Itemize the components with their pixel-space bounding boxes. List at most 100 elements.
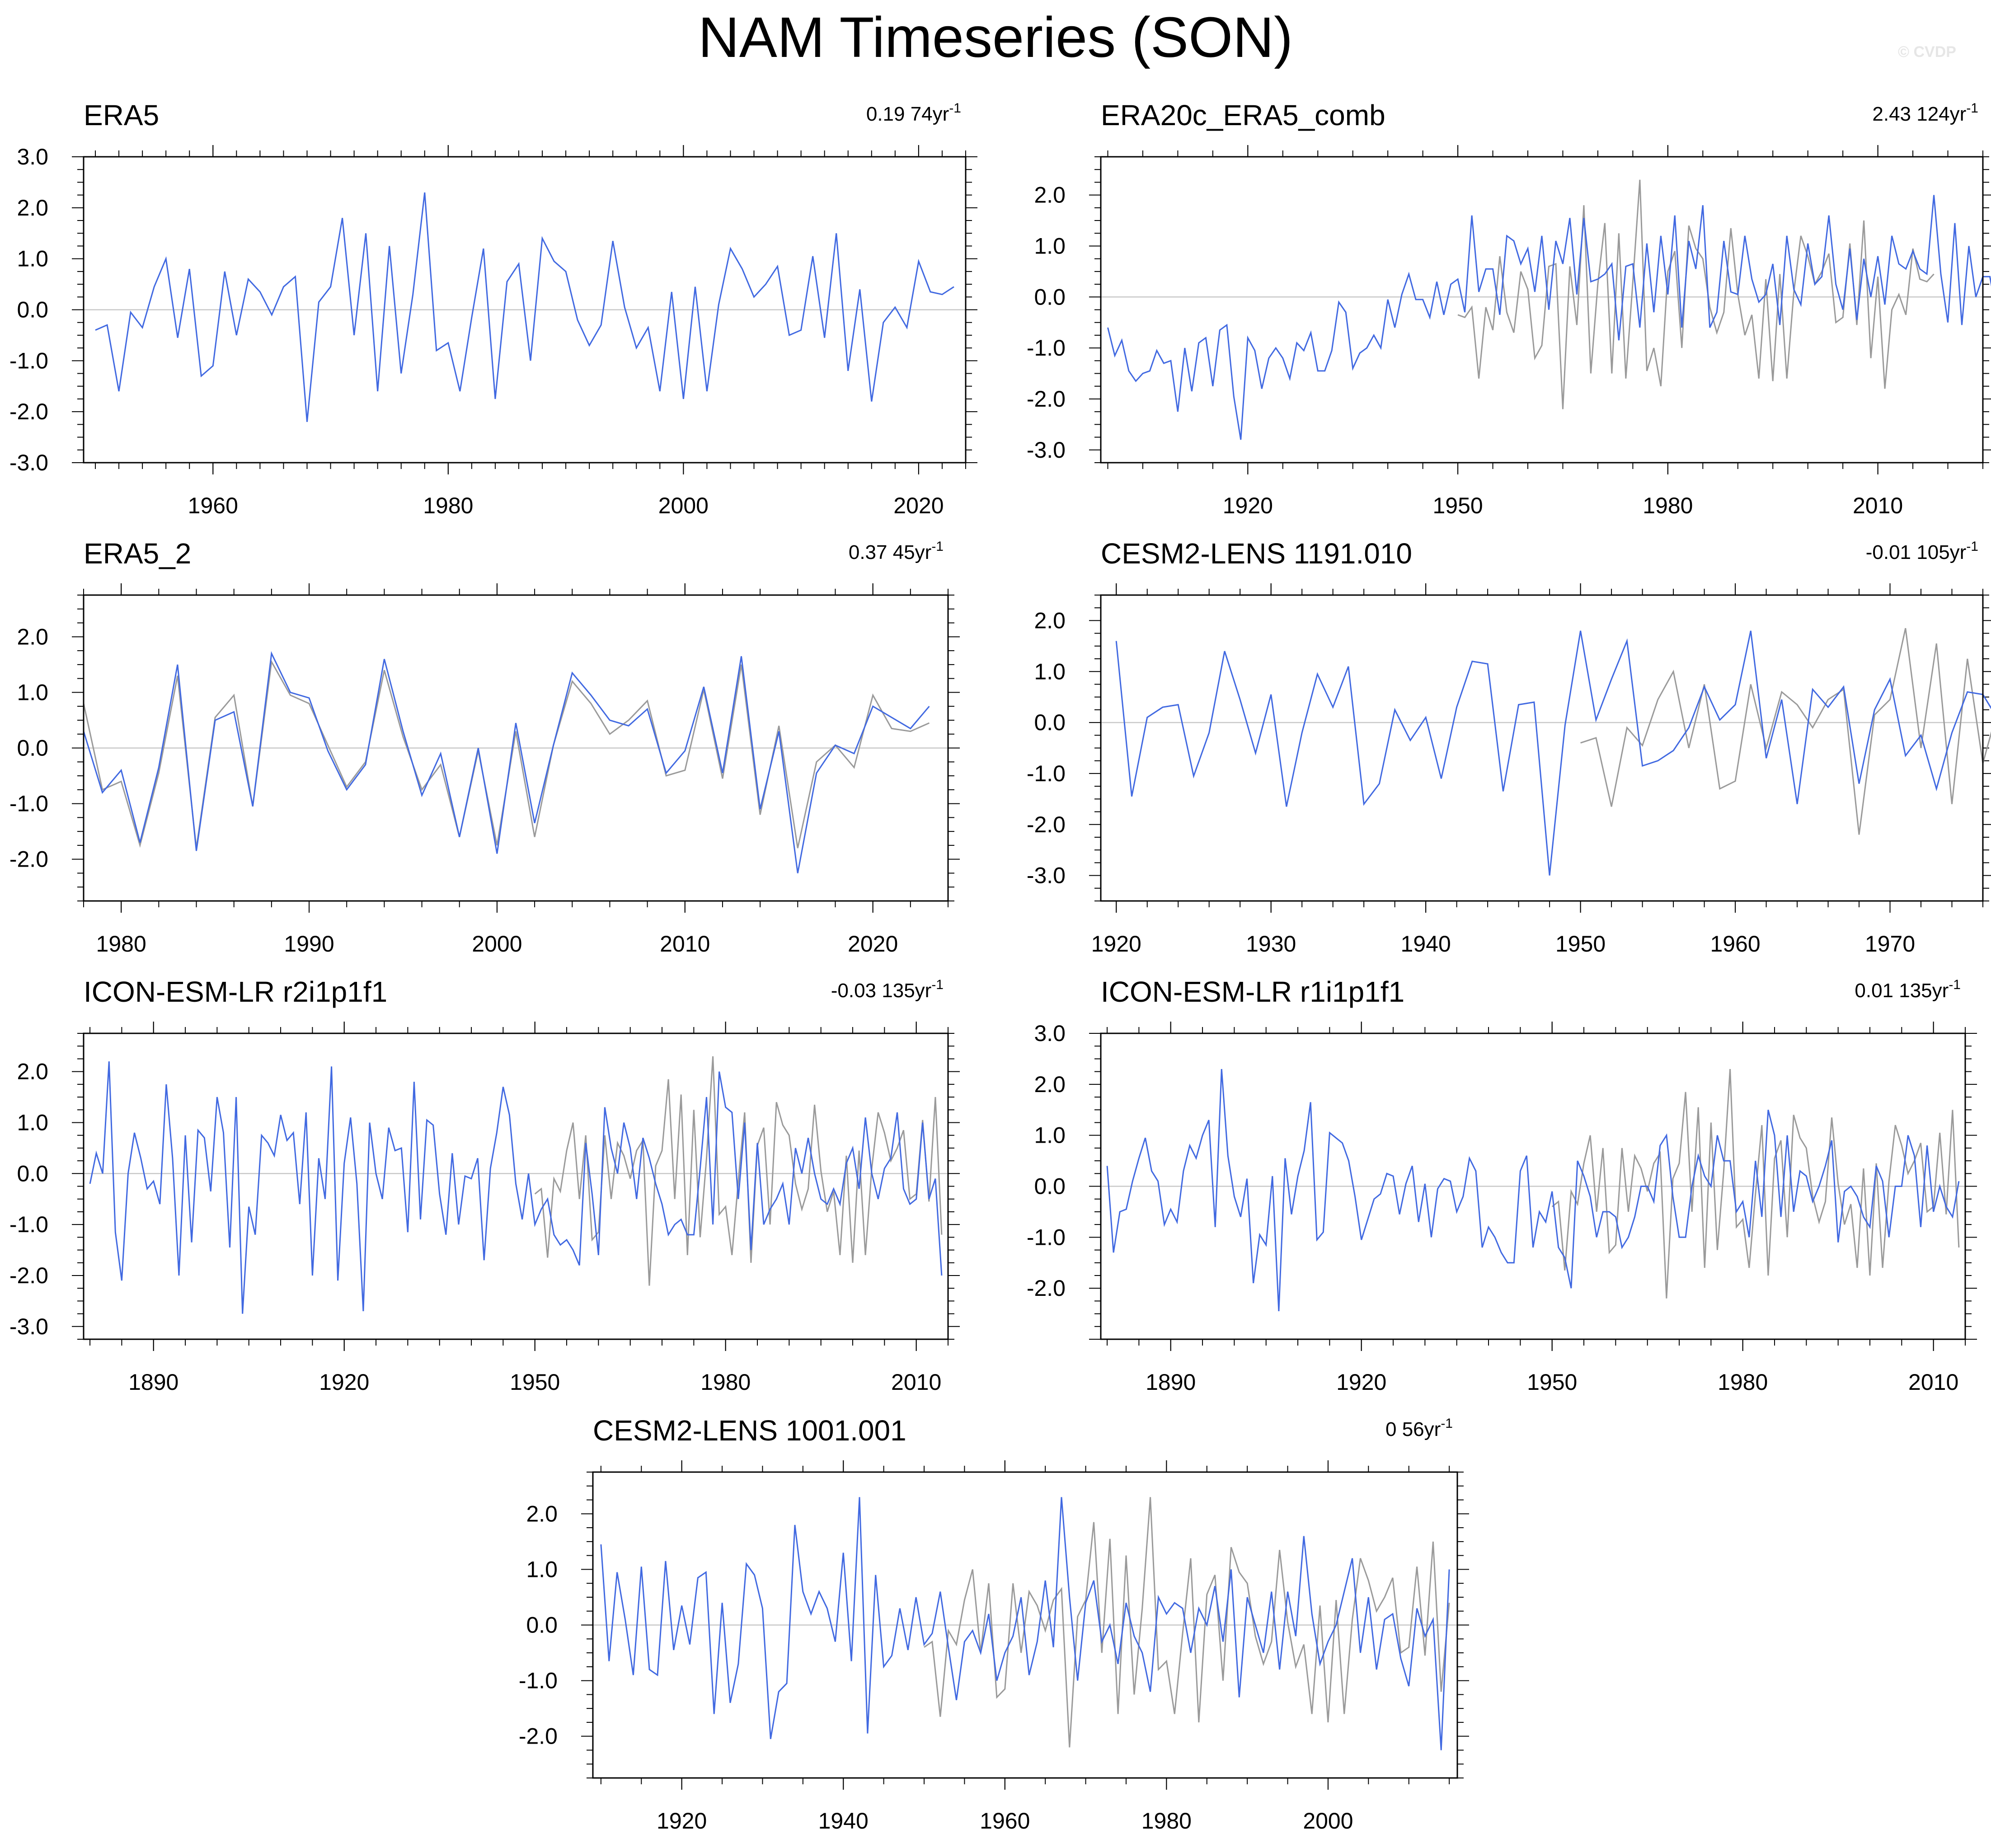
reference-series-line	[1580, 628, 1991, 835]
chart-panel-icon_r2: 2.0 1.0 0.0 -1.0 -2.0 -3.0 1890 1920 1950 1980 201…	[9, 976, 960, 1395]
reference-series-line	[1457, 179, 1935, 409]
y-tick-label: 1.0	[17, 1110, 48, 1135]
y-tick-label: -1.0	[9, 1212, 48, 1237]
y-tick-label: -1.0	[519, 1668, 558, 1693]
y-tick-label: -2.0	[1027, 812, 1066, 837]
y-tick-label: 2.0	[17, 195, 48, 220]
x-tick-label: 1920	[657, 1808, 707, 1834]
trend-label: -0.01 105yr-1	[1866, 539, 1978, 563]
x-tick-label: 1950	[1555, 931, 1606, 957]
x-tick-label: 2000	[472, 931, 522, 957]
y-tick-label: 2.0	[1034, 183, 1066, 208]
x-tick-label: 2010	[1908, 1370, 1958, 1395]
y-tick-label: -1.0	[9, 348, 48, 373]
y-tick-label: 0.0	[17, 736, 48, 761]
trend-label: 0 56yr-1	[1385, 1416, 1453, 1440]
y-tick-label: 1.0	[17, 246, 48, 272]
plot-frame	[1100, 594, 1984, 902]
plot-frame	[83, 156, 967, 464]
y-tick-label: 1.0	[1034, 1123, 1066, 1148]
x-tick-label: 2010	[1853, 493, 1903, 518]
model-series-line	[95, 192, 954, 422]
x-tick-label: 1950	[510, 1370, 560, 1395]
x-tick-label: 1960	[1710, 931, 1760, 957]
model-series-line	[83, 651, 930, 873]
y-tick-label: -2.0	[1027, 1276, 1066, 1301]
x-tick-label: 1920	[1223, 493, 1273, 518]
x-tick-label: 2010	[891, 1370, 941, 1395]
x-tick-label: 1970	[1865, 931, 1915, 957]
model-series-line	[89, 1061, 943, 1314]
y-tick-label: -1.0	[1027, 761, 1066, 786]
y-tick-label: -3.0	[1027, 863, 1066, 888]
plot-frame	[1100, 156, 1984, 464]
trend-label: 0.37 45yr-1	[849, 539, 944, 563]
model-series-line	[1115, 630, 1991, 876]
panel-title: CESM2-LENS 1001.001	[593, 1414, 906, 1447]
x-tick-label: 1950	[1527, 1370, 1577, 1395]
x-tick-label: 2020	[848, 931, 898, 957]
y-tick-label: 3.0	[1034, 1021, 1066, 1046]
x-tick-label: 1980	[700, 1370, 751, 1395]
panel-title: CESM2-LENS 1191.010	[1101, 537, 1412, 570]
model-series-line	[1106, 1069, 1960, 1311]
plot-frame	[1100, 1032, 1966, 1340]
y-tick-label: 0.0	[17, 1161, 48, 1186]
y-tick-label: -2.0	[9, 847, 48, 872]
y-tick-label: -2.0	[9, 399, 48, 424]
x-tick-label: 1940	[818, 1808, 869, 1834]
x-tick-label: 1980	[1141, 1808, 1192, 1834]
chart-panel-era5_2: 2.0 1.0 0.0 -1.0 -2.0 1980 1990 2000 2010 2020 ERA…	[9, 537, 960, 957]
y-tick-label: 0.0	[1034, 284, 1066, 310]
reference-series-line	[924, 1497, 1450, 1748]
x-tick-label: 1920	[319, 1370, 369, 1395]
y-tick-label: 2.0	[1034, 1072, 1066, 1097]
x-tick-label: 1940	[1401, 931, 1451, 957]
x-tick-label: 1920	[1091, 931, 1141, 957]
y-tick-label: 0.0	[526, 1613, 558, 1638]
y-tick-label: 1.0	[1034, 233, 1066, 258]
watermark: © CVDP	[1898, 43, 1956, 61]
y-tick-label: 2.0	[17, 1059, 48, 1084]
y-tick-label: 1.0	[17, 680, 48, 705]
y-tick-label: -1.0	[1027, 335, 1066, 361]
plot-frame	[592, 1471, 1458, 1779]
y-tick-label: 0.0	[17, 297, 48, 323]
y-tick-label: 2.0	[17, 624, 48, 649]
x-tick-label: 1990	[284, 931, 334, 957]
y-tick-label: -2.0	[9, 1263, 48, 1288]
y-tick-label: -3.0	[9, 1314, 48, 1339]
chart-panel-era5: 3.0 2.0 1.0 0.0 -1.0 -2.0 -3.0 1960 1980 2000 2020…	[9, 99, 977, 518]
x-tick-label: 1930	[1246, 931, 1296, 957]
x-tick-label: 1980	[96, 931, 146, 957]
y-tick-label: -3.0	[9, 450, 48, 475]
y-tick-label: 1.0	[1034, 659, 1066, 684]
y-tick-label: -1.0	[1027, 1224, 1066, 1250]
panel-title: ICON-ESM-LR r1i1p1f1	[1101, 976, 1404, 1008]
y-tick-label: -3.0	[1027, 437, 1066, 463]
plot-frame	[83, 594, 949, 902]
y-tick-label: 2.0	[526, 1501, 558, 1526]
x-tick-label: 2020	[893, 493, 944, 518]
x-tick-label: 2000	[1303, 1808, 1353, 1834]
y-tick-label: -2.0	[519, 1724, 558, 1749]
chart-panel-icon_r1: 3.0 2.0 1.0 0.0 -1.0 -2.0 1890 1920 1950 1980 2010…	[1027, 976, 1977, 1395]
panel-title: ERA5	[84, 99, 159, 131]
trend-label: -0.03 135yr-1	[831, 977, 944, 1002]
y-tick-label: -2.0	[1027, 386, 1066, 412]
panel-title: ERA5_2	[84, 537, 191, 570]
y-tick-label: 1.0	[526, 1557, 558, 1582]
x-tick-label: 1890	[128, 1370, 178, 1395]
y-tick-label: 0.0	[1034, 1174, 1066, 1199]
x-tick-label: 1890	[1146, 1370, 1196, 1395]
chart-panel-cesm_1191: 2.0 1.0 0.0 -1.0 -2.0 -3.0 1920 1930 1940 1950 196…	[1027, 537, 1991, 957]
panel-title: ICON-ESM-LR r2i1p1f1	[84, 976, 387, 1008]
trend-label: 0.01 135yr-1	[1855, 977, 1961, 1002]
reference-series-line	[1551, 1069, 1960, 1299]
y-tick-label: 3.0	[17, 144, 48, 169]
y-tick-label: 0.0	[1034, 710, 1066, 735]
x-tick-label: 1960	[980, 1808, 1030, 1834]
y-tick-label: -1.0	[9, 791, 48, 816]
plot-frame	[83, 1032, 949, 1340]
